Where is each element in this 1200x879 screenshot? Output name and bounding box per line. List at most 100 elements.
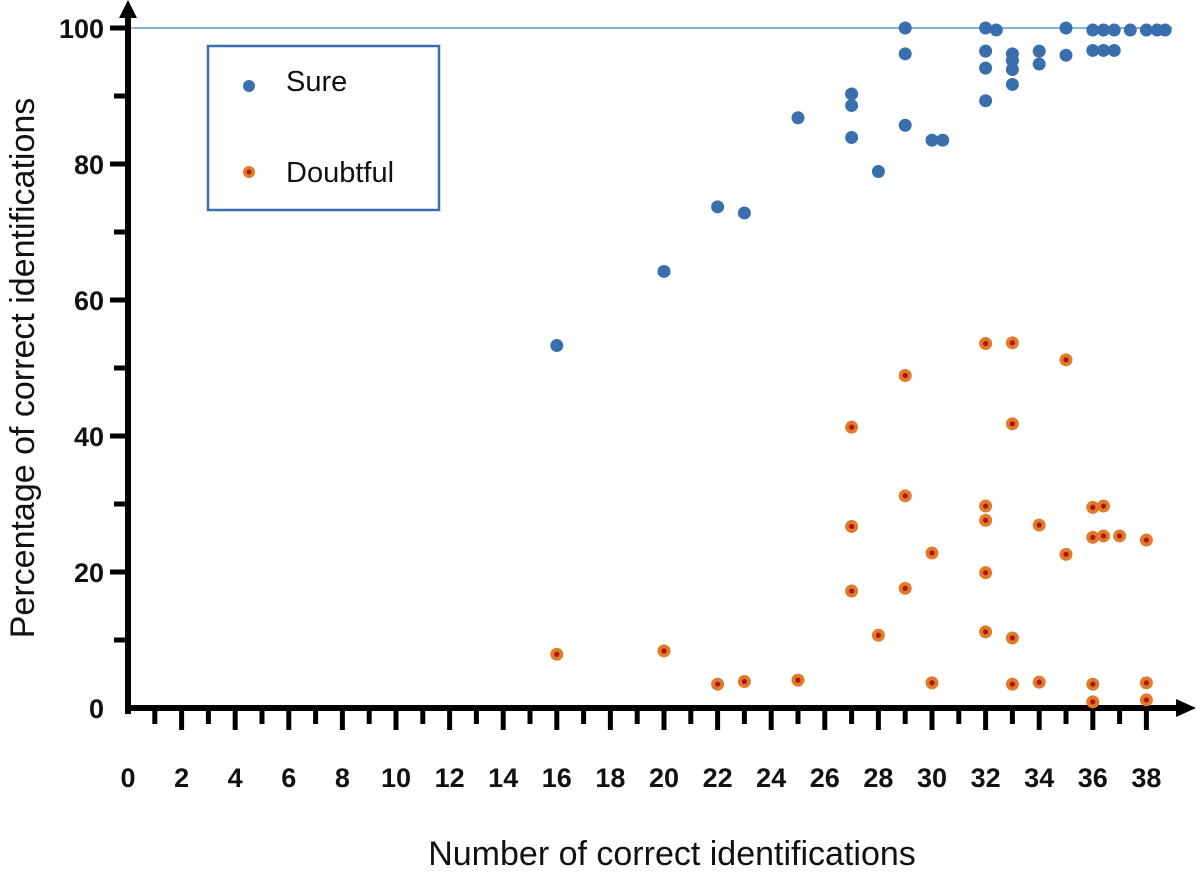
sure-point <box>845 99 859 113</box>
doubtful-point-core <box>1090 699 1096 705</box>
y-axis-arrow <box>119 0 137 18</box>
y-tick-label: 40 <box>74 422 104 452</box>
legend-label-sure: Sure <box>286 66 347 98</box>
doubtful-point-core <box>1143 537 1149 543</box>
doubtful-point-core <box>1143 697 1149 703</box>
doubtful-point-core <box>1036 522 1042 528</box>
doubtful-point-core <box>849 588 855 594</box>
x-tick-label: 30 <box>917 763 947 793</box>
doubtful-point-core <box>1090 534 1096 540</box>
sure-point <box>979 94 993 108</box>
sure-point <box>1097 23 1111 37</box>
x-tick-label: 2 <box>174 763 189 793</box>
x-axis-title: Number of correct identifications <box>428 835 916 873</box>
sure-point <box>845 87 859 101</box>
doubtful-point-core <box>902 493 908 499</box>
sure-point <box>1086 43 1100 57</box>
x-tick-label: 16 <box>542 763 572 793</box>
sure-point <box>979 61 993 75</box>
legend-label-doubtful: Doubtful <box>286 157 394 189</box>
doubtful-point-core <box>1009 635 1016 641</box>
doubtful-point-core <box>795 677 801 683</box>
x-tick-label: 12 <box>435 763 465 793</box>
x-tick-label: 4 <box>228 763 243 793</box>
doubtful-point-core <box>983 517 989 523</box>
x-tick-label: 28 <box>863 763 893 793</box>
doubtful-point-core <box>1009 681 1016 687</box>
x-tick-label: 38 <box>1131 763 1161 793</box>
x-tick-label: 32 <box>971 763 1001 793</box>
sure-point <box>1005 77 1019 91</box>
y-tick-label: 20 <box>74 558 104 588</box>
x-tick-label: 20 <box>649 763 679 793</box>
sure-point <box>711 200 725 214</box>
sure-point <box>1107 43 1121 57</box>
sure-point <box>979 21 993 35</box>
y-tick-label: 0 <box>89 694 104 724</box>
x-tick-label: 34 <box>1024 763 1054 793</box>
y-axis-title: Percentage of correct identifications <box>4 98 42 639</box>
sure-point <box>1097 43 1111 57</box>
sure-point <box>936 133 950 147</box>
legend-sure-marker <box>243 80 255 92</box>
sure-point <box>1123 23 1137 37</box>
doubtful-point-core <box>1063 551 1069 557</box>
sure-point <box>791 111 805 125</box>
data-points <box>550 21 1172 709</box>
doubtful-point-core <box>1143 680 1149 686</box>
sure-point <box>989 23 1003 37</box>
doubtful-point-core <box>1009 340 1016 346</box>
doubtful-point-core <box>849 523 855 530</box>
doubtful-point-core <box>1090 504 1096 510</box>
doubtful-point-core <box>661 648 667 654</box>
x-tick-label: 8 <box>335 763 350 793</box>
doubtful-point-core <box>1036 679 1042 685</box>
sure-point <box>1032 44 1046 58</box>
sure-point <box>925 133 939 147</box>
doubtful-point-core <box>715 681 721 687</box>
doubtful-point-core <box>1090 681 1096 687</box>
doubtful-point-core <box>929 680 935 686</box>
doubtful-point-core <box>741 678 748 685</box>
sure-point <box>898 21 912 35</box>
doubtful-point-core <box>1063 357 1069 363</box>
sure-point <box>1107 23 1121 37</box>
doubtful-point-core <box>983 503 989 509</box>
sure-point <box>1005 62 1019 76</box>
legend-box <box>206 44 441 212</box>
x-tick-label: 36 <box>1078 763 1108 793</box>
doubtful-point-core <box>929 550 935 556</box>
sure-point <box>898 47 912 61</box>
x-axis-arrow <box>1176 699 1196 717</box>
doubtful-point-core <box>1117 533 1123 539</box>
doubtful-point-core <box>983 629 989 635</box>
doubtful-point-core <box>554 651 560 657</box>
doubtful-point-core <box>983 570 989 576</box>
x-tick-label: 18 <box>595 763 625 793</box>
sure-point <box>1059 21 1073 35</box>
sure-point <box>979 44 993 58</box>
y-tick-label: 60 <box>74 286 104 316</box>
y-tick-label: 80 <box>74 150 104 180</box>
y-tick-label: 100 <box>59 14 104 44</box>
sure-point <box>898 118 912 132</box>
x-tick-label: 14 <box>488 763 518 793</box>
doubtful-point-core <box>902 585 908 591</box>
doubtful-point-core <box>849 424 855 430</box>
x-tick-label: 6 <box>281 763 296 793</box>
doubtful-point-core <box>902 372 908 379</box>
sure-point <box>1059 48 1073 62</box>
sure-point <box>1158 23 1172 37</box>
x-tick-label: 26 <box>810 763 840 793</box>
x-tick-label: 22 <box>703 763 733 793</box>
doubtful-point-core <box>1100 503 1107 509</box>
sure-point <box>1139 23 1153 37</box>
x-tick-label: 24 <box>756 763 786 793</box>
sure-point <box>737 206 751 220</box>
doubtful-point-core <box>1009 421 1016 427</box>
doubtful-point-core <box>1100 533 1107 539</box>
sure-point <box>1032 57 1046 71</box>
doubtful-point-core <box>875 632 882 638</box>
